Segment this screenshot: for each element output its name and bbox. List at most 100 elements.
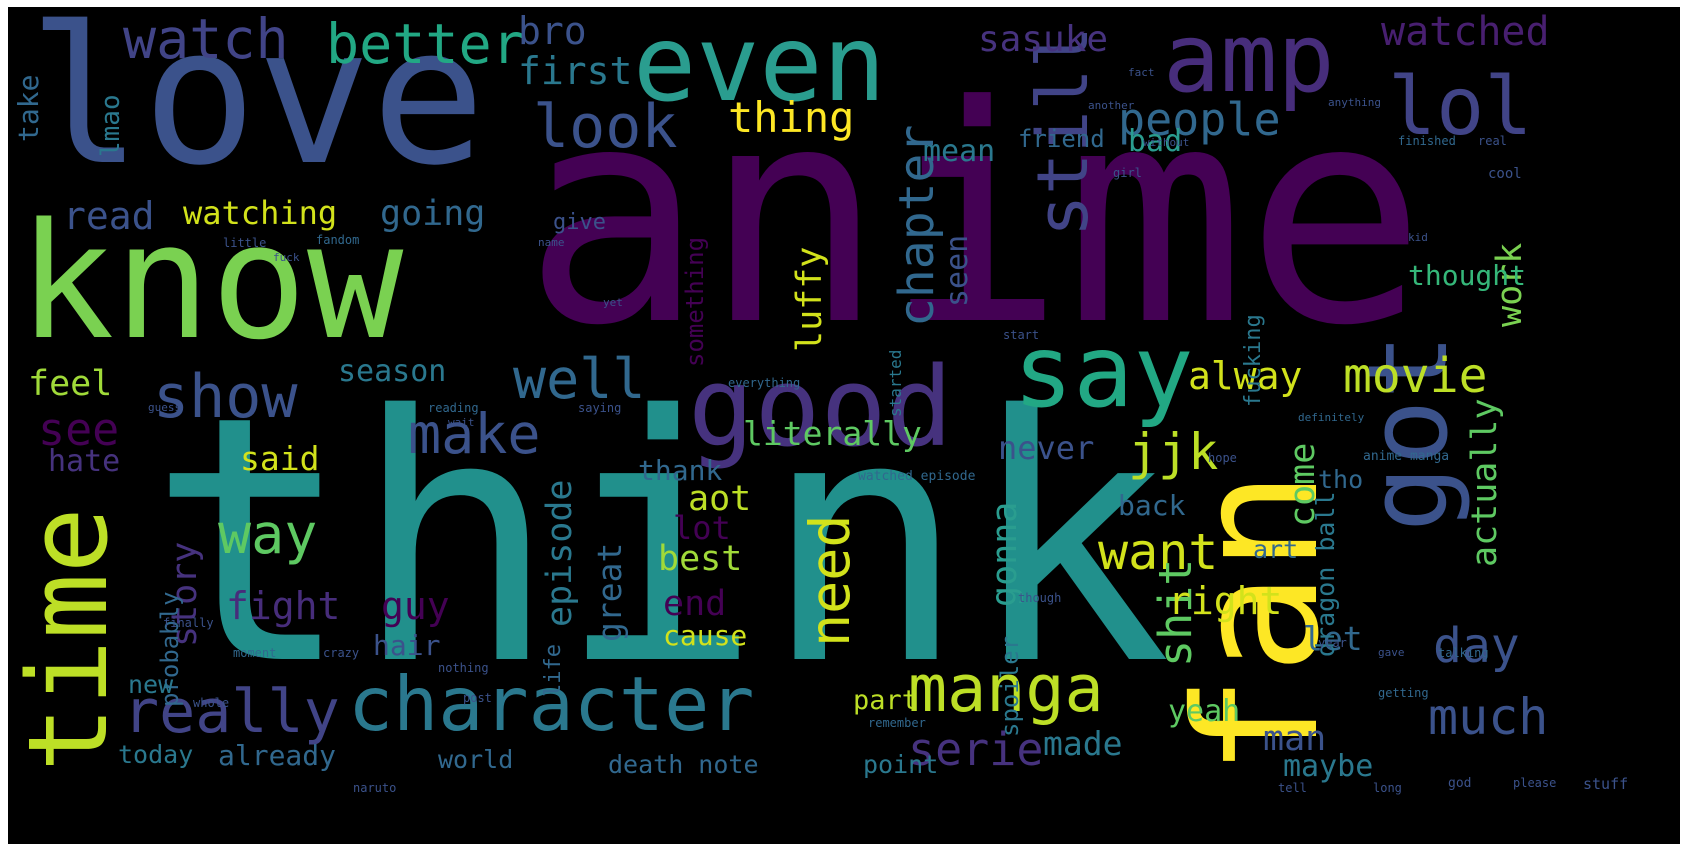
cloud-word: alway [1188,354,1303,398]
cloud-word: tho [1318,465,1364,494]
cloud-word: chapter [889,124,945,327]
cloud-word: manga [908,652,1104,727]
cloud-word: see [38,403,120,456]
cloud-word: time [8,507,132,772]
cloud-word: know [18,188,404,375]
cloud-word: thank [638,454,723,487]
cloud-word: stuff [1583,775,1629,793]
cloud-word: fight [226,584,341,628]
cloud-word: make [408,402,541,466]
cloud-word: bad [1128,124,1183,159]
cloud-word: already [218,739,337,772]
cloud-word: never [998,429,1095,467]
cloud-word: give [553,210,606,235]
cloud-word: something [681,236,709,367]
cloud-word: little [223,236,267,250]
word-cloud: anime think love know fan even amp good say got ti… [8,7,1680,844]
cloud-word: girl [1113,166,1142,180]
cloud-word: wait [448,416,475,429]
cloud-word: talking [1438,646,1489,660]
cloud-word: first [518,49,633,93]
cloud-word: another [1088,99,1135,112]
cloud-word: fuck [273,251,300,264]
cloud-word: definitely [1298,411,1365,424]
cloud-word: world [438,745,514,774]
cloud-word: episode [540,479,580,627]
cloud-word: remember [868,716,926,730]
cloud-word: look [533,92,678,162]
cloud-word: better [326,12,525,76]
cloud-word: year [1318,636,1347,650]
cloud-word: though [1018,591,1062,605]
cloud-word: jjk [1128,423,1219,481]
cloud-word: cool [1488,166,1522,182]
cloud-word: take [12,74,45,142]
cloud-word: guy [381,584,450,628]
cloud-word: best [658,539,743,579]
cloud-word: let [1303,619,1363,658]
cloud-word: yet [603,296,623,309]
cloud-word: reading [428,401,479,415]
cloud-word: yeah [1168,694,1241,729]
cloud-word: man [1263,719,1327,759]
cloud-word: made [1043,724,1123,763]
cloud-word: anime manga [1363,449,1450,464]
cloud-word: anime [523,42,1427,391]
cloud-word: well [513,347,646,411]
cloud-word: feel [28,364,113,404]
cloud-word: way [218,502,318,566]
cloud-word: anything [1328,96,1381,109]
cloud-word: real [1478,134,1507,148]
cloud-word: kid [1408,231,1428,244]
cloud-word: getting [1378,686,1429,700]
cloud-word: even [633,7,886,125]
cloud-word: tell [1278,781,1307,795]
cloud-word: lol [1388,60,1533,153]
cloud-word: name [538,236,565,249]
cloud-word: back [1118,489,1186,522]
cloud-word: lmao [96,94,126,157]
cloud-word: watched [1381,9,1550,55]
cloud-word: today [118,740,194,769]
cloud-word: moment [233,646,277,660]
cloud-word: saying [578,401,622,415]
cloud-word: lot [673,509,731,547]
cloud-word: post [463,691,492,705]
cloud-word: please [1513,776,1557,790]
cloud-word: start [1003,328,1040,342]
cloud-word: read [63,194,155,238]
cloud-word: naruto [353,781,397,795]
cloud-word: fandom [316,233,360,247]
cloud-word: art [1253,535,1299,564]
cloud-word: finally [163,616,214,630]
cloud-word: gave [1378,646,1405,659]
cloud-word: movie [1343,348,1488,404]
cloud-word: fact [1128,66,1155,79]
cloud-word: right [1168,579,1283,623]
cloud-word: much [1428,688,1549,746]
cloud-word: good [688,343,953,471]
cloud-word: literally [743,414,922,453]
cloud-word: watching [183,194,338,232]
cloud-word: part [853,685,919,716]
cloud-word: life [541,644,566,697]
cloud-word: day [1433,618,1520,674]
cloud-word: great [590,542,629,642]
cloud-word: love [28,7,486,207]
cloud-word: luffy [790,246,830,352]
cloud-word: season [338,354,447,389]
cloud-word: going [380,194,486,234]
cloud-word: started [886,349,905,417]
cloud-word: amp [1163,7,1335,114]
cloud-word: need [798,514,862,647]
cloud-word: maybe [1283,749,1374,784]
cloud-word: really [123,677,340,747]
cloud-word: hope [1208,451,1237,465]
cloud-word: watch [123,7,289,71]
cloud-word: thing [728,93,855,142]
cloud-word: show [153,362,298,432]
cloud-word: fucking [1241,314,1266,407]
cloud-word: seen [940,234,975,307]
cloud-word: sasuke [978,19,1109,60]
cloud-word: long [1373,781,1402,795]
